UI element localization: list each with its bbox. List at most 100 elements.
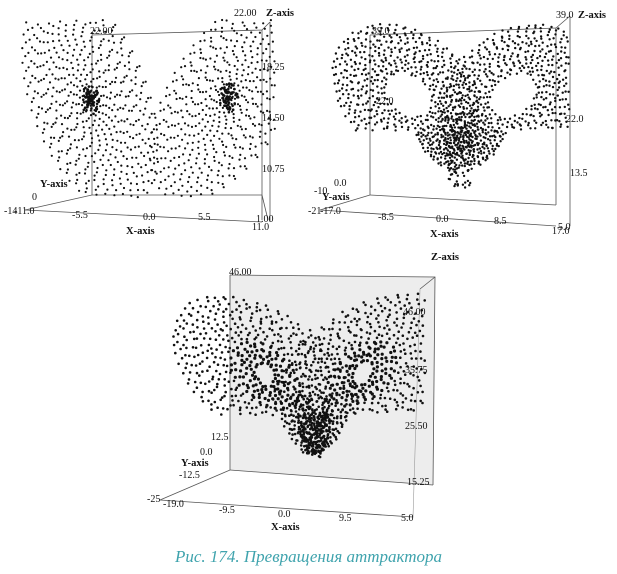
attractor-point [412, 365, 416, 368]
point-cloud-3 [172, 292, 427, 459]
attractor-point [357, 97, 360, 100]
y-tick-mid-3: -12.5 [179, 470, 200, 481]
attractor-point [445, 143, 448, 147]
attractor-point [345, 101, 348, 105]
attractor-point [373, 70, 377, 73]
attractor-point [111, 138, 114, 141]
attractor-point [184, 147, 187, 150]
attractor-point [21, 61, 24, 64]
attractor-point [322, 391, 325, 395]
attractor-point [275, 351, 279, 355]
attractor-point [493, 53, 497, 56]
attractor-point [214, 355, 217, 359]
attractor-point [423, 49, 427, 52]
attractor-point [329, 333, 332, 337]
attractor-point [367, 72, 370, 75]
attractor-point [45, 73, 48, 77]
attractor-point [65, 152, 68, 155]
attractor-point [313, 432, 316, 435]
attractor-point [245, 28, 249, 31]
attractor-point [245, 350, 250, 354]
attractor-point [436, 133, 439, 136]
attractor-point [176, 111, 179, 114]
attractor-point [159, 145, 162, 148]
attractor-point [564, 90, 567, 93]
attractor-point [256, 105, 259, 108]
attractor-point [101, 163, 104, 167]
attractor-point [385, 40, 388, 43]
attractor-point [66, 117, 69, 120]
attractor-point [147, 179, 150, 183]
attractor-point [437, 96, 440, 100]
attractor-point [390, 73, 393, 76]
attractor-point [453, 156, 456, 159]
attractor-point [297, 343, 301, 347]
attractor-point [348, 108, 351, 111]
attractor-point [549, 49, 552, 53]
attractor-point [368, 96, 371, 100]
attractor-point [139, 98, 142, 101]
attractor-point [265, 355, 269, 359]
attractor-point [31, 74, 34, 77]
attractor-point [45, 92, 48, 95]
attractor-point [191, 141, 194, 144]
attractor-point [215, 100, 218, 104]
attractor-point [307, 378, 310, 381]
attractor-point [488, 65, 491, 69]
attractor-point [420, 131, 423, 135]
attractor-point [367, 108, 370, 112]
attractor-point [83, 101, 86, 104]
attractor-point [93, 160, 96, 163]
attractor-point [93, 174, 96, 177]
box-front-bottom-2 [319, 209, 557, 227]
attractor-point [461, 67, 464, 71]
attractor-point [387, 390, 390, 393]
attractor-point [467, 74, 470, 77]
attractor-point [309, 443, 312, 447]
attractor-point [351, 399, 355, 403]
attractor-point [473, 68, 476, 71]
attractor-point [466, 113, 469, 116]
attractor-point [437, 110, 440, 113]
attractor-point [488, 78, 491, 82]
attractor-point [270, 65, 273, 68]
attractor-point [491, 79, 494, 82]
attractor-point [263, 27, 266, 30]
attractor-point [99, 44, 102, 47]
attractor-point [76, 111, 79, 115]
attractor-point [322, 378, 325, 382]
attractor-point [80, 73, 83, 76]
attractor-point [82, 98, 85, 101]
attractor-point [33, 33, 36, 37]
attractor-point [548, 28, 551, 31]
attractor-point [223, 154, 226, 157]
attractor-point [221, 329, 224, 332]
attractor-point [512, 126, 516, 129]
attractor-point [295, 415, 298, 419]
attractor-point [284, 368, 289, 372]
attractor-point [525, 62, 528, 65]
attractor-point [92, 50, 95, 53]
attractor-point [211, 192, 214, 195]
attractor-point [369, 109, 372, 113]
attractor-point [120, 47, 123, 50]
attractor-point [449, 83, 452, 86]
attractor-point [485, 48, 489, 51]
attractor-point [314, 369, 318, 372]
attractor-point [246, 333, 250, 337]
attractor-point [317, 357, 321, 361]
attractor-point [338, 336, 341, 340]
attractor-point [291, 433, 294, 436]
attractor-point [251, 90, 254, 93]
attractor-point [468, 184, 471, 187]
attractor-point [297, 419, 300, 422]
attractor-point [285, 326, 288, 330]
attractor-point [299, 421, 302, 424]
attractor-point [416, 292, 420, 296]
attractor-point [399, 58, 402, 61]
attractor-point [402, 381, 406, 385]
attractor-point [241, 21, 244, 24]
attractor-point [477, 51, 480, 55]
attractor-point [232, 174, 235, 178]
attractor-point [225, 324, 228, 328]
